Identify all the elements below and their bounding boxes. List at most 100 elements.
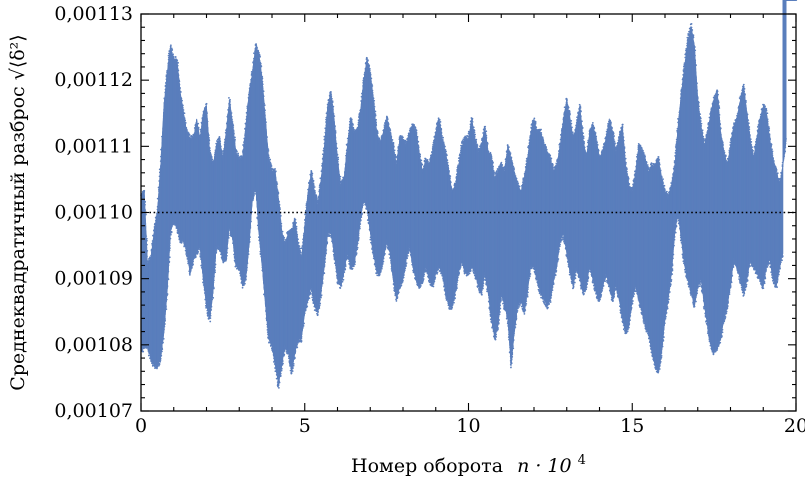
data-point — [421, 164, 423, 166]
data-point — [234, 140, 236, 142]
data-point — [265, 126, 267, 128]
data-point — [339, 287, 341, 289]
data-point — [172, 53, 174, 55]
data-point — [263, 103, 265, 105]
data-point — [264, 109, 266, 111]
data-point — [232, 123, 234, 125]
data-point — [230, 110, 232, 112]
data-point — [169, 250, 171, 252]
data-point — [290, 372, 292, 374]
data-point — [184, 119, 186, 121]
data-point — [180, 97, 182, 99]
data-point — [260, 65, 262, 67]
data-point — [339, 178, 341, 180]
data-point — [375, 124, 377, 126]
data-point — [180, 91, 182, 93]
data-point — [311, 173, 313, 175]
data-point — [405, 265, 407, 267]
data-point — [383, 261, 385, 263]
data-point — [339, 176, 341, 178]
data-point — [237, 154, 239, 156]
data-point — [214, 271, 216, 273]
data-point — [310, 170, 312, 172]
data-point — [368, 66, 370, 68]
data-point — [330, 93, 332, 95]
data-point — [402, 137, 404, 139]
data-point — [170, 234, 172, 236]
data-point — [245, 277, 247, 279]
data-point — [359, 226, 361, 228]
data-point — [296, 228, 298, 230]
data-point — [390, 133, 392, 135]
data-point — [384, 253, 386, 255]
data-point — [169, 245, 171, 247]
data-point — [165, 304, 167, 306]
data-point — [306, 305, 308, 307]
data-point — [168, 261, 170, 263]
data-point — [276, 183, 278, 185]
data-point — [375, 115, 377, 117]
data-point — [210, 309, 212, 311]
data-point — [296, 234, 298, 236]
data-point — [161, 351, 163, 353]
data-point — [143, 190, 145, 192]
data-point — [332, 109, 334, 111]
data-point — [209, 147, 211, 149]
data-point — [342, 281, 344, 283]
data-point — [192, 263, 194, 265]
data-point — [219, 136, 221, 138]
data-point — [165, 308, 167, 310]
data-point — [362, 204, 364, 206]
data-point — [297, 238, 299, 240]
data-point — [403, 277, 405, 279]
data-point — [320, 297, 322, 299]
data-point — [236, 151, 238, 153]
data-point — [211, 306, 213, 308]
data-point — [416, 130, 418, 132]
data-point — [314, 193, 316, 195]
data-point — [274, 168, 276, 170]
data-point — [178, 81, 180, 83]
data-point — [320, 290, 322, 292]
data-point — [344, 269, 346, 271]
data-point — [208, 137, 210, 139]
data-point — [167, 276, 169, 278]
data-point — [268, 154, 270, 156]
data-point — [301, 336, 303, 338]
data-point — [192, 261, 194, 263]
data-point — [146, 255, 148, 257]
data-point — [403, 274, 405, 276]
data-point — [304, 310, 306, 312]
data-point — [264, 104, 266, 106]
data-point — [189, 274, 191, 276]
data-point — [334, 128, 336, 130]
data-point — [332, 101, 334, 103]
data-point — [245, 275, 247, 277]
data-point — [385, 246, 387, 248]
data-point — [389, 131, 391, 133]
data-point — [189, 134, 191, 136]
data-point — [324, 261, 326, 263]
data-point — [293, 363, 295, 365]
data-point — [232, 127, 234, 129]
data-point — [323, 266, 325, 268]
data-point — [228, 237, 230, 239]
data-point — [213, 286, 215, 288]
data-point — [169, 256, 171, 258]
data-point — [144, 209, 146, 211]
data-point — [208, 142, 210, 144]
data-point — [398, 291, 400, 293]
data-point — [206, 112, 208, 114]
data-point — [352, 124, 354, 126]
data-point — [375, 119, 377, 121]
data-point — [166, 284, 168, 286]
data-point — [177, 65, 179, 67]
data-point — [254, 193, 256, 195]
data-point — [168, 278, 170, 280]
data-point — [386, 120, 388, 122]
data-point — [252, 199, 254, 201]
data-point — [280, 223, 282, 225]
data-point — [207, 121, 209, 123]
data-point — [219, 142, 221, 144]
data-point — [331, 98, 333, 100]
